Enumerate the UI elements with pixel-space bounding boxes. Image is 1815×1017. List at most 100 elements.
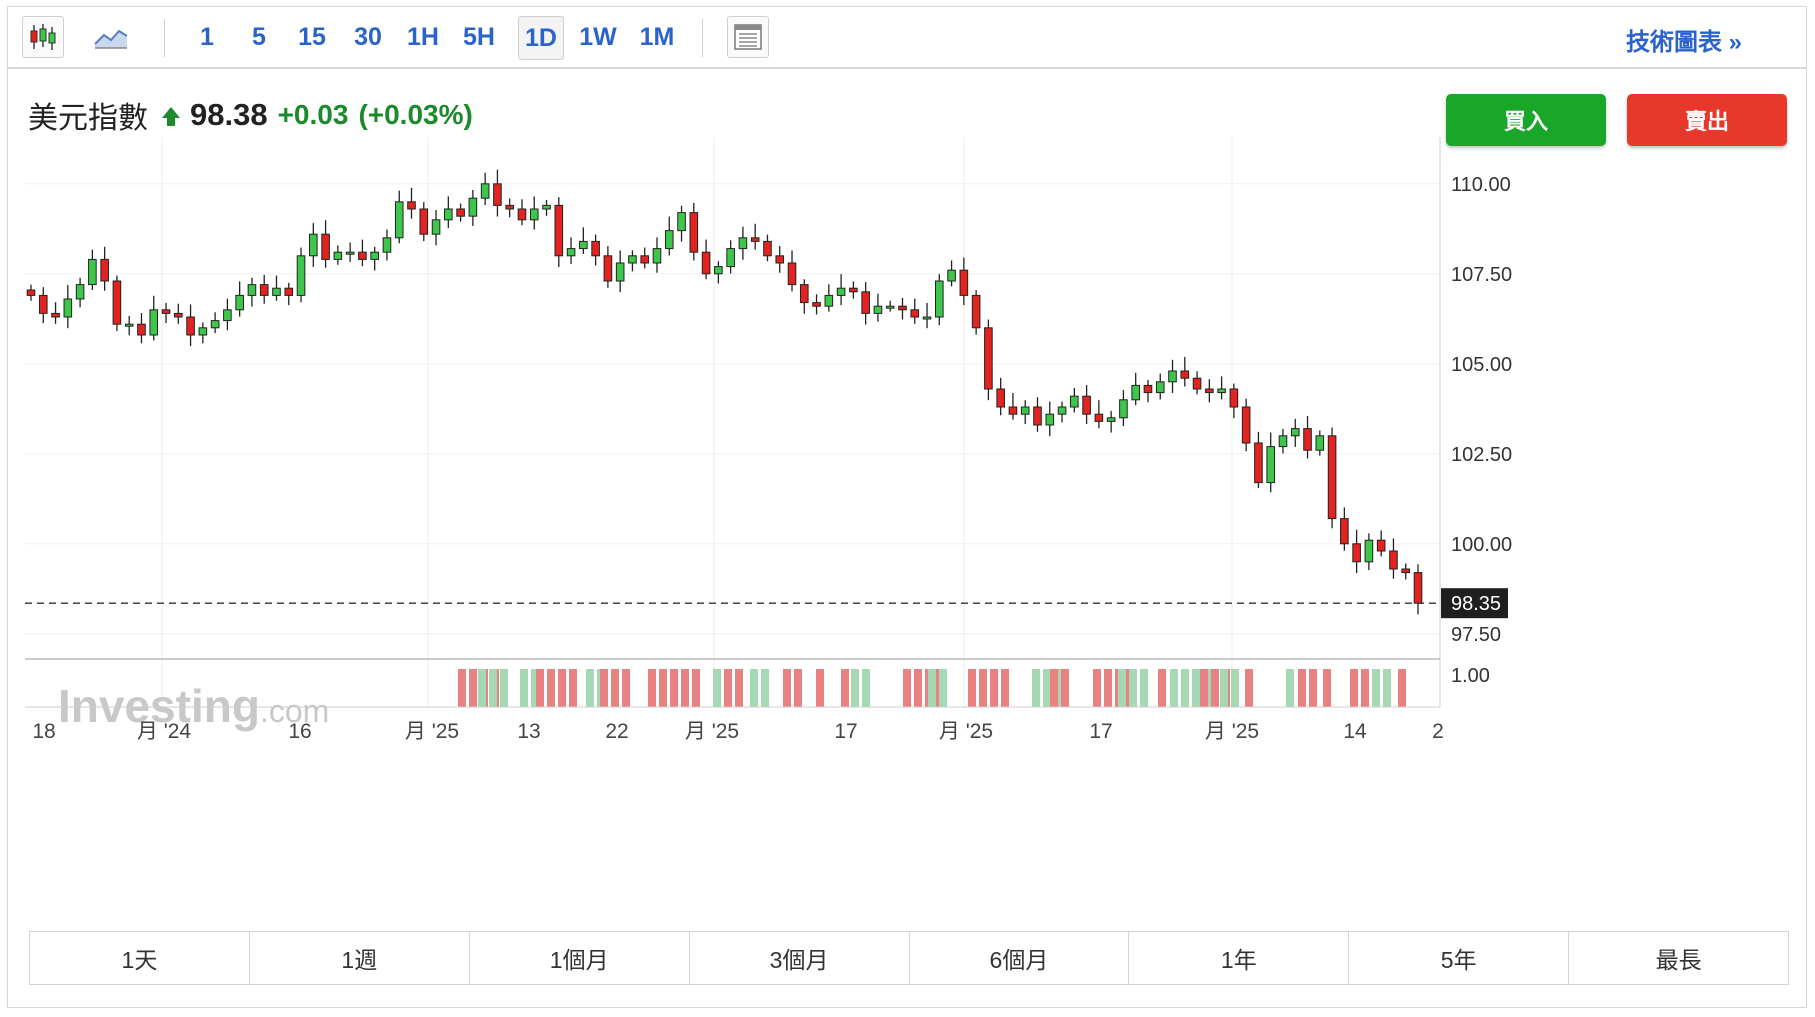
candle-body xyxy=(1241,406,1251,444)
candle-body xyxy=(1389,550,1398,570)
volume-bar xyxy=(520,669,528,707)
candle-body xyxy=(714,266,723,275)
candle xyxy=(345,242,355,262)
candle-body xyxy=(689,212,699,253)
timeframe-1[interactable]: 1 xyxy=(200,22,214,51)
buy-button[interactable]: 買入 xyxy=(1446,94,1606,146)
price-tick-label: 100.00 xyxy=(1451,534,1512,556)
volume-bar xyxy=(611,669,619,707)
timeframe-1m[interactable]: 1M xyxy=(639,22,675,51)
candle-body xyxy=(1180,370,1190,379)
volume-bar xyxy=(851,669,859,707)
price-axis: 110.00 107.50 105.00 102.50 100.00 97.50 1.00 9… xyxy=(25,137,1512,708)
candle-body xyxy=(1364,539,1374,563)
range-6m-button[interactable]: 6個月 xyxy=(909,932,1130,984)
candle xyxy=(628,250,637,272)
price-change-percent: (+0.03%) xyxy=(358,99,473,130)
candle-body xyxy=(640,255,650,264)
range-max-button[interactable]: 最長 xyxy=(1569,932,1788,984)
candle-body xyxy=(296,255,306,296)
layout-icon[interactable] xyxy=(727,16,769,58)
candle-body xyxy=(971,294,981,329)
timeframe-5h[interactable]: 5H xyxy=(463,22,495,51)
candle xyxy=(149,295,159,341)
candle xyxy=(922,302,932,329)
candle-body xyxy=(173,312,183,318)
candle-body xyxy=(664,230,674,250)
chart-toolbar: 1 5 15 30 1H 5H 1D 1W 1M 技術圖表 » xyxy=(8,7,1806,69)
arrow-up-icon xyxy=(162,106,180,126)
price-tick-label: 97.50 xyxy=(1451,624,1501,646)
candle xyxy=(1033,397,1042,432)
range-1y-button[interactable]: 1年 xyxy=(1129,932,1350,984)
timeframe-1h[interactable]: 1H xyxy=(407,22,439,51)
candle-body xyxy=(124,323,134,327)
candle xyxy=(701,239,711,280)
candle xyxy=(51,302,60,324)
volume-bar xyxy=(670,669,678,707)
candle xyxy=(223,298,232,331)
investing-watermark: Investing.com xyxy=(58,680,329,732)
candle xyxy=(75,277,85,308)
volume-tick-label: 1.00 xyxy=(1451,665,1490,687)
volume-bar xyxy=(750,669,758,707)
volume-bar xyxy=(1001,669,1009,707)
candle-body xyxy=(1376,539,1386,552)
timeframe-5[interactable]: 5 xyxy=(252,22,266,51)
candle-body xyxy=(1205,388,1214,394)
time-range-selector: 1天 1週 1個月 3個月 6個月 1年 5年 最長 xyxy=(29,931,1789,985)
candle-body xyxy=(88,258,97,286)
sell-button[interactable]: 賣出 xyxy=(1627,94,1787,146)
technical-chart-link[interactable]: 技術圖表 » xyxy=(1625,29,1742,56)
candle-body xyxy=(554,204,564,257)
candle xyxy=(1217,376,1226,400)
price-tick-label: 102.50 xyxy=(1451,444,1512,466)
candle xyxy=(1376,530,1386,557)
candle xyxy=(566,237,576,265)
candle-body xyxy=(910,309,920,318)
timeframe-1d[interactable]: 1D xyxy=(518,16,564,60)
candle xyxy=(615,250,625,293)
time-tick-label: 13 xyxy=(517,720,540,743)
candle xyxy=(358,239,367,267)
candle xyxy=(849,281,858,299)
range-3m-button[interactable]: 3個月 xyxy=(689,932,910,984)
candle-body xyxy=(885,305,895,309)
candle xyxy=(1057,401,1067,423)
time-tick-label: 月 '25 xyxy=(685,720,739,743)
range-1w-button[interactable]: 1週 xyxy=(249,932,470,984)
volume-bar xyxy=(862,669,870,707)
candle-body xyxy=(1315,435,1325,451)
timeframe-30[interactable]: 30 xyxy=(354,22,382,51)
candle-body xyxy=(738,237,748,250)
area-chart-icon[interactable] xyxy=(90,16,132,58)
price-tick-label: 105.00 xyxy=(1451,354,1512,376)
timeframe-1w[interactable]: 1W xyxy=(579,22,617,51)
price-chart[interactable]: Investing.com 110.00 107.50 105.00 102.50 10… xyxy=(8,7,1808,927)
volume-bar xyxy=(1093,669,1101,707)
volume-bar xyxy=(1298,669,1306,707)
volume-bar xyxy=(648,669,656,707)
candlesticks xyxy=(26,169,1423,615)
candle xyxy=(1008,392,1018,420)
timeframe-15[interactable]: 15 xyxy=(298,22,326,51)
candle xyxy=(382,229,392,261)
candle xyxy=(664,216,674,256)
candlestick-icon[interactable] xyxy=(22,16,64,58)
candle xyxy=(284,282,294,306)
volume-bar xyxy=(761,669,769,707)
volume-bar xyxy=(1170,669,1178,707)
candle-body xyxy=(1008,406,1018,415)
volume-bar xyxy=(586,669,594,707)
candle-body xyxy=(1303,428,1312,451)
candle xyxy=(689,202,699,261)
range-1m-button[interactable]: 1個月 xyxy=(469,932,690,984)
volume-bar xyxy=(558,669,566,707)
candle-body xyxy=(1082,395,1091,415)
volume-bar xyxy=(1309,669,1317,707)
range-5y-button[interactable]: 5年 xyxy=(1349,932,1570,984)
candle-body xyxy=(615,262,625,282)
candle xyxy=(493,169,502,217)
range-1d-button[interactable]: 1天 xyxy=(30,932,250,984)
volume-bar xyxy=(990,669,998,707)
